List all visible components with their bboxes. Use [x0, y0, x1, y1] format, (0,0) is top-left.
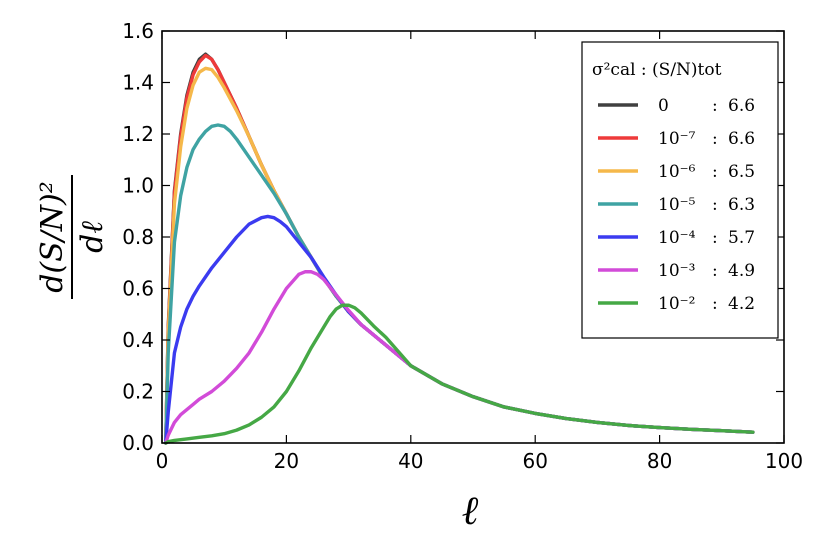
legend-value: 4.9 — [728, 261, 755, 281]
legend-value: 6.6 — [728, 96, 755, 116]
x-axis-title: ℓ — [462, 488, 479, 534]
legend-separator: : — [712, 162, 718, 182]
series-layer — [164, 52, 755, 445]
y-tick-label: 1.2 — [122, 122, 154, 146]
ticks-layer: 0 20 40 60 80 100 0.0 0.2 0.4 0.6 0.8 1.0 1.2 1.4 1.6 — [122, 19, 803, 473]
legend-value: 6.3 — [728, 195, 755, 215]
y-tick-label: 1.4 — [122, 71, 154, 95]
legend-separator: : — [712, 228, 718, 248]
legend-value: 4.2 — [728, 294, 755, 314]
legend-separator: : — [712, 261, 718, 281]
legend-sigma: 10⁻³ — [658, 261, 695, 281]
x-tick-label: 80 — [647, 449, 672, 473]
x-tick-label: 40 — [398, 449, 423, 473]
legend-value: 6.6 — [728, 129, 755, 149]
legend-value: 5.7 — [728, 228, 755, 248]
x-tick-label: 100 — [765, 449, 803, 473]
legend-entries: 0:6.610⁻⁷:6.610⁻⁶:6.510⁻⁵:6.310⁻⁴:5.710⁻… — [598, 96, 755, 314]
y-tick-label: 0.6 — [122, 277, 154, 301]
legend-sigma: 0 — [658, 96, 669, 116]
y-axis-title: d(S/N)² dℓ — [35, 175, 110, 299]
legend-separator: : — [712, 195, 718, 215]
legend: σ²cal : (S/N)tot 0:6.610⁻⁷:6.610⁻⁶:6.510… — [581, 41, 779, 339]
y-tick-label: 0.8 — [122, 225, 154, 249]
legend-title: σ²cal : (S/N)tot — [592, 60, 722, 80]
legend-value: 6.5 — [728, 162, 755, 182]
legend-separator: : — [712, 129, 718, 149]
legend-box — [581, 41, 779, 339]
x-tick-label: 20 — [274, 449, 299, 473]
y-tick-label: 0.4 — [122, 328, 154, 352]
x-tick-label: 60 — [522, 449, 547, 473]
legend-sigma: 10⁻² — [658, 294, 695, 314]
legend-separator: : — [712, 96, 718, 116]
series-line-6 — [164, 303, 755, 445]
legend-separator: : — [712, 294, 718, 314]
y-tick-label: 0.0 — [122, 431, 154, 455]
legend-sigma: 10⁻⁴ — [658, 228, 696, 248]
y-axis-title-denominator: dℓ — [75, 221, 110, 253]
legend-sigma: 10⁻⁶ — [658, 162, 696, 182]
y-tick-label: 1.0 — [122, 174, 154, 198]
y-tick-label: 0.2 — [122, 380, 154, 404]
y-tick-label: 1.6 — [122, 19, 154, 43]
legend-sigma: 10⁻⁷ — [658, 129, 696, 149]
y-axis-title-numerator: d(S/N)² — [35, 181, 70, 293]
legend-sigma: 10⁻⁵ — [658, 195, 696, 215]
x-tick-label: 0 — [156, 449, 169, 473]
